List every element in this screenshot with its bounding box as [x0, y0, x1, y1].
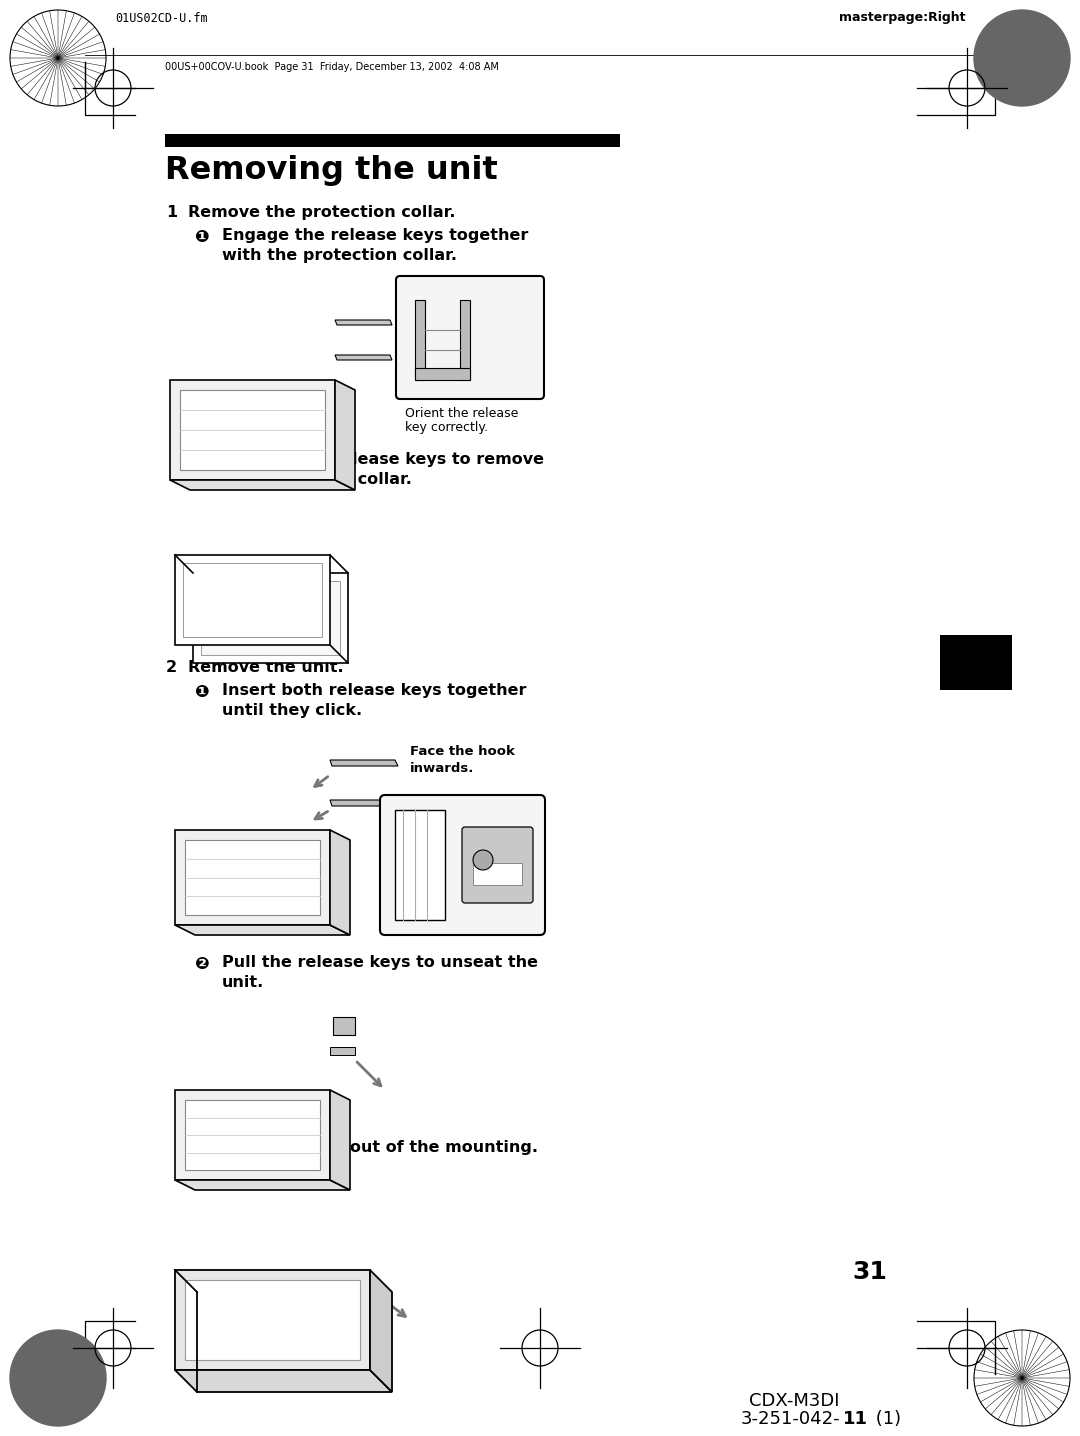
Polygon shape: [330, 800, 399, 806]
Text: Insert both release keys together: Insert both release keys together: [222, 684, 527, 698]
Polygon shape: [175, 1269, 370, 1370]
Polygon shape: [185, 1279, 360, 1360]
Text: ❸: ❸: [195, 1140, 210, 1157]
Polygon shape: [175, 1370, 392, 1391]
Text: (1): (1): [870, 1410, 901, 1427]
Polygon shape: [330, 1090, 350, 1190]
Polygon shape: [175, 1180, 350, 1190]
Text: with the protection collar.: with the protection collar.: [222, 248, 457, 263]
Text: 1: 1: [166, 205, 177, 220]
Bar: [165, 134, 620, 146]
Text: until they click.: until they click.: [222, 704, 362, 718]
Text: unit.: unit.: [222, 975, 265, 989]
Text: CDX-M3DI: CDX-M3DI: [750, 1391, 840, 1410]
Text: Remove the protection collar.: Remove the protection collar.: [188, 205, 456, 220]
Text: 2: 2: [166, 661, 177, 675]
Circle shape: [974, 10, 1070, 106]
Text: Face the hook: Face the hook: [410, 745, 515, 758]
Bar: [185, 1100, 320, 1170]
Text: 00US+00COV-U.book  Page 31  Friday, December 13, 2002  4:08 AM: 00US+00COV-U.book Page 31 Friday, Decemb…: [165, 62, 499, 72]
FancyBboxPatch shape: [462, 827, 534, 903]
Text: Remove the unit.: Remove the unit.: [188, 661, 343, 675]
Polygon shape: [335, 320, 392, 325]
Text: Pull the release keys to unseat the: Pull the release keys to unseat the: [222, 955, 538, 969]
Polygon shape: [201, 582, 340, 655]
Text: Orient the release: Orient the release: [405, 406, 518, 419]
Text: inwards.: inwards.: [410, 763, 474, 775]
Bar: [460, 300, 470, 381]
Polygon shape: [175, 830, 330, 925]
Bar: [333, 1017, 355, 1035]
Polygon shape: [330, 830, 350, 935]
Bar: [415, 300, 426, 381]
Polygon shape: [170, 480, 355, 490]
Text: Pull out the release keys to remove: Pull out the release keys to remove: [222, 452, 544, 467]
Circle shape: [473, 850, 492, 870]
Bar: [415, 368, 470, 381]
Polygon shape: [330, 760, 399, 765]
Polygon shape: [175, 925, 350, 935]
Text: Engage the release keys together: Engage the release keys together: [222, 228, 528, 243]
Polygon shape: [175, 1090, 330, 1180]
Text: Slide the unit out of the mounting.: Slide the unit out of the mounting.: [222, 1140, 538, 1155]
Text: 3-251-042-: 3-251-042-: [741, 1410, 840, 1427]
Polygon shape: [370, 1269, 392, 1391]
Polygon shape: [335, 381, 355, 490]
Text: 11: 11: [843, 1410, 868, 1427]
Bar: [940, 635, 1012, 691]
Polygon shape: [175, 554, 330, 645]
Polygon shape: [170, 381, 335, 480]
Text: ❷: ❷: [195, 452, 210, 470]
Text: ❷: ❷: [195, 955, 210, 974]
Text: the protection collar.: the protection collar.: [222, 472, 411, 487]
Bar: [185, 840, 320, 915]
Bar: [180, 391, 325, 470]
Text: Removing the unit: Removing the unit: [165, 155, 498, 187]
Text: masterpage:Right: masterpage:Right: [838, 11, 966, 24]
Circle shape: [10, 1330, 106, 1426]
Bar: [473, 863, 522, 885]
FancyBboxPatch shape: [380, 796, 545, 935]
FancyBboxPatch shape: [396, 276, 544, 399]
Text: ❶: ❶: [195, 228, 210, 246]
Text: 01US02CD-U.fm: 01US02CD-U.fm: [114, 11, 207, 24]
Polygon shape: [335, 355, 392, 360]
Text: key correctly.: key correctly.: [405, 421, 488, 434]
Bar: [330, 1047, 355, 1055]
Polygon shape: [183, 563, 322, 638]
Text: ❶: ❶: [195, 684, 210, 701]
Bar: [395, 810, 445, 920]
Text: 31: 31: [852, 1259, 888, 1284]
Polygon shape: [193, 573, 348, 663]
